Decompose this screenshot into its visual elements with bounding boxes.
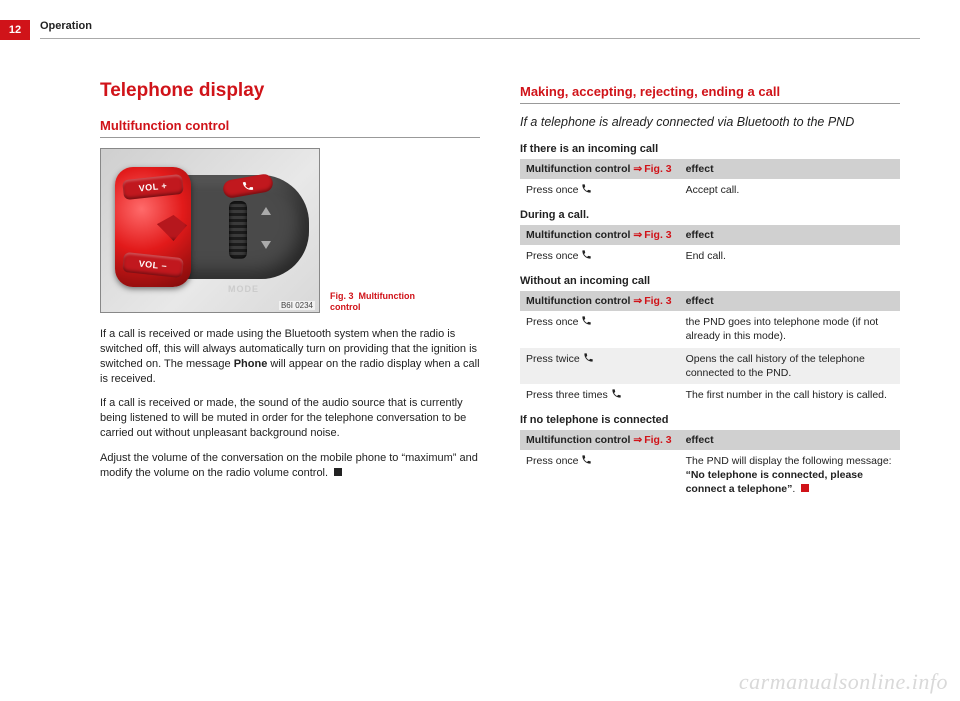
cell-effect: The first number in the call history is … — [680, 384, 900, 406]
cell-text: Press once — [526, 184, 581, 196]
cell-action: Press twice — [520, 348, 680, 384]
table-row: Press once End call. — [520, 245, 900, 267]
subsection-title-multifunction: Multifunction control — [100, 118, 480, 133]
fig-ref: ⇒ Fig. 3 — [633, 229, 671, 241]
paragraph-3: Adjust the volume of the conversation on… — [100, 451, 480, 481]
arrow-up-icon — [261, 207, 271, 215]
table-2-title: During a call. — [520, 209, 900, 221]
figure-3-image: VOL + VOL − MODE B6I 0234 — [100, 148, 320, 313]
col-control: Multifunction control ⇒ Fig. 3 — [520, 159, 680, 179]
effect-text-a: The PND will display the following messa… — [686, 455, 892, 467]
table-row: Press once The PND will display the foll… — [520, 450, 900, 501]
table-header-row: Multifunction control ⇒ Fig. 3 effect — [520, 291, 900, 311]
running-head: Operation — [40, 20, 92, 32]
scroll-wheel — [229, 201, 247, 259]
section-title: Telephone display — [100, 80, 480, 102]
cell-text: Press once — [526, 455, 581, 467]
figure-3: VOL + VOL − MODE B6I 0234 Fig. 3 Multifu… — [100, 148, 480, 313]
effect-text-c: . — [792, 483, 795, 495]
col-effect: effect — [680, 430, 900, 450]
cell-effect: The PND will display the following messa… — [680, 450, 900, 501]
col-control-text: Multifunction control — [526, 434, 633, 446]
col-effect: effect — [680, 291, 900, 311]
figure-caption-prefix: Fig. 3 — [330, 291, 354, 301]
subsection-rule — [100, 137, 480, 138]
cell-text: Press once — [526, 316, 581, 328]
table-header-row: Multifunction control ⇒ Fig. 3 effect — [520, 159, 900, 179]
figure-3-caption: Fig. 3 Multifunction control — [330, 291, 440, 313]
col-control: Multifunction control ⇒ Fig. 3 — [520, 291, 680, 311]
phone-icon — [581, 315, 592, 326]
page-number-tab: 12 — [0, 20, 30, 40]
col-control-text: Multifunction control — [526, 229, 633, 241]
cell-action: Press once — [520, 179, 680, 201]
table-3-title: Without an incoming call — [520, 275, 900, 287]
arrow-down-icon — [261, 241, 271, 249]
right-column: Making, accepting, rejecting, ending a c… — [520, 80, 900, 509]
cell-effect: Opens the call history of the telephone … — [680, 348, 900, 384]
cell-action: Press once — [520, 311, 680, 347]
col-effect: effect — [680, 159, 900, 179]
table-4-title: If no telephone is connected — [520, 414, 900, 426]
paragraph-1: If a call is received or made using the … — [100, 327, 480, 386]
intro-italic: If a telephone is already connected via … — [520, 114, 900, 131]
table-no-phone: Multifunction control ⇒ Fig. 3 effect Pr… — [520, 430, 900, 501]
table-no-incoming: Multifunction control ⇒ Fig. 3 effect Pr… — [520, 291, 900, 406]
phone-icon — [611, 388, 622, 399]
paragraph-2: If a call is received or made, the sound… — [100, 396, 480, 441]
table-1-title: If there is an incoming call — [520, 143, 900, 155]
mode-label: MODE — [228, 284, 259, 294]
effect-text-bold: “No telephone is connected, please conne… — [686, 469, 863, 495]
col-control-text: Multifunction control — [526, 295, 633, 307]
cell-text: Press three times — [526, 389, 611, 401]
table-row: Press three times The first number in th… — [520, 384, 900, 406]
end-mark-red-icon — [801, 484, 809, 492]
subsection-title-making-call: Making, accepting, rejecting, ending a c… — [520, 84, 900, 99]
table-row: Press once Accept call. — [520, 179, 900, 201]
table-header-row: Multifunction control ⇒ Fig. 3 effect — [520, 225, 900, 245]
figure-id-label: B6I 0234 — [279, 301, 315, 310]
table-incoming-call: Multifunction control ⇒ Fig. 3 effect Pr… — [520, 159, 900, 201]
cell-action: Press three times — [520, 384, 680, 406]
table-header-row: Multifunction control ⇒ Fig. 3 effect — [520, 430, 900, 450]
phone-icon — [583, 352, 594, 363]
col-control: Multifunction control ⇒ Fig. 3 — [520, 225, 680, 245]
fig-ref: ⇒ Fig. 3 — [633, 163, 671, 175]
cell-text: Press once — [526, 250, 581, 262]
fig-ref: ⇒ Fig. 3 — [633, 434, 671, 446]
phone-icon — [581, 183, 592, 194]
table-during-call: Multifunction control ⇒ Fig. 3 effect Pr… — [520, 225, 900, 267]
col-control-text: Multifunction control — [526, 163, 633, 175]
header-rule — [40, 38, 920, 39]
cell-effect: the PND goes into telephone mode (if not… — [680, 311, 900, 347]
p1-bold-phone: Phone — [234, 358, 268, 370]
cell-action: Press once — [520, 450, 680, 501]
cell-text: Press twice — [526, 353, 583, 365]
fig-ref: ⇒ Fig. 3 — [633, 295, 671, 307]
col-control: Multifunction control ⇒ Fig. 3 — [520, 430, 680, 450]
phone-icon — [581, 454, 592, 465]
table-row: Press once the PND goes into telephone m… — [520, 311, 900, 347]
cell-effect: End call. — [680, 245, 900, 267]
left-column: Telephone display Multifunction control … — [100, 80, 480, 509]
p3-text: Adjust the volume of the conversation on… — [100, 452, 478, 479]
phone-icon — [581, 249, 592, 260]
table-row: Press twice Opens the call history of th… — [520, 348, 900, 384]
cell-action: Press once — [520, 245, 680, 267]
cell-effect: Accept call. — [680, 179, 900, 201]
end-mark-icon — [334, 468, 342, 476]
col-effect: effect — [680, 225, 900, 245]
subsection-rule-2 — [520, 103, 900, 104]
two-column-layout: Telephone display Multifunction control … — [100, 80, 900, 509]
watermark: carmanualsonline.info — [739, 669, 948, 695]
